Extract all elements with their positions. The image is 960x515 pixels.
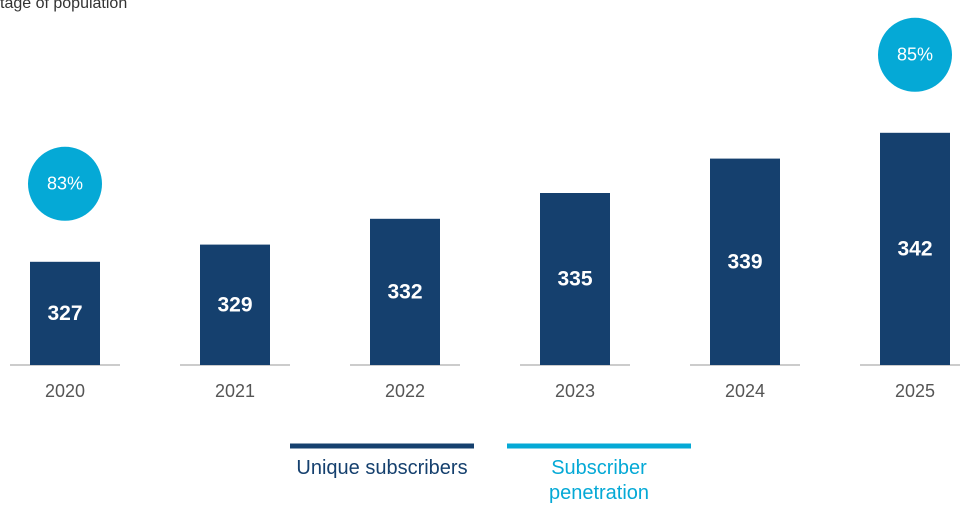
value-label: 342 — [897, 237, 932, 260]
bar — [880, 132, 950, 365]
penetration-bubble — [878, 17, 952, 92]
x-tick-label: 2025 — [895, 381, 935, 401]
value-label: 339 — [727, 250, 762, 273]
value-label: 332 — [387, 280, 422, 303]
legend-label: Unique subscribers — [296, 457, 468, 479]
legend-label: Subscriber penetration — [548, 457, 650, 504]
x-tick-label: 2024 — [725, 381, 765, 401]
bar — [30, 261, 100, 365]
value-label: 335 — [557, 268, 592, 291]
penetration-bubble — [28, 146, 102, 221]
chart-subtitle: tage of population — [0, 0, 127, 12]
bar — [540, 193, 610, 365]
penetration-label: 83% — [47, 174, 83, 194]
x-tick-label: 2021 — [215, 381, 255, 401]
bar — [370, 218, 440, 365]
bar — [200, 244, 270, 365]
x-tick-label: 2023 — [555, 381, 595, 401]
penetration-label: 85% — [897, 45, 933, 65]
value-label: 327 — [47, 302, 82, 325]
bar — [710, 158, 780, 365]
value-label: 329 — [217, 293, 252, 316]
x-tick-label: 2020 — [45, 381, 85, 401]
x-tick-label: 2022 — [385, 381, 425, 401]
